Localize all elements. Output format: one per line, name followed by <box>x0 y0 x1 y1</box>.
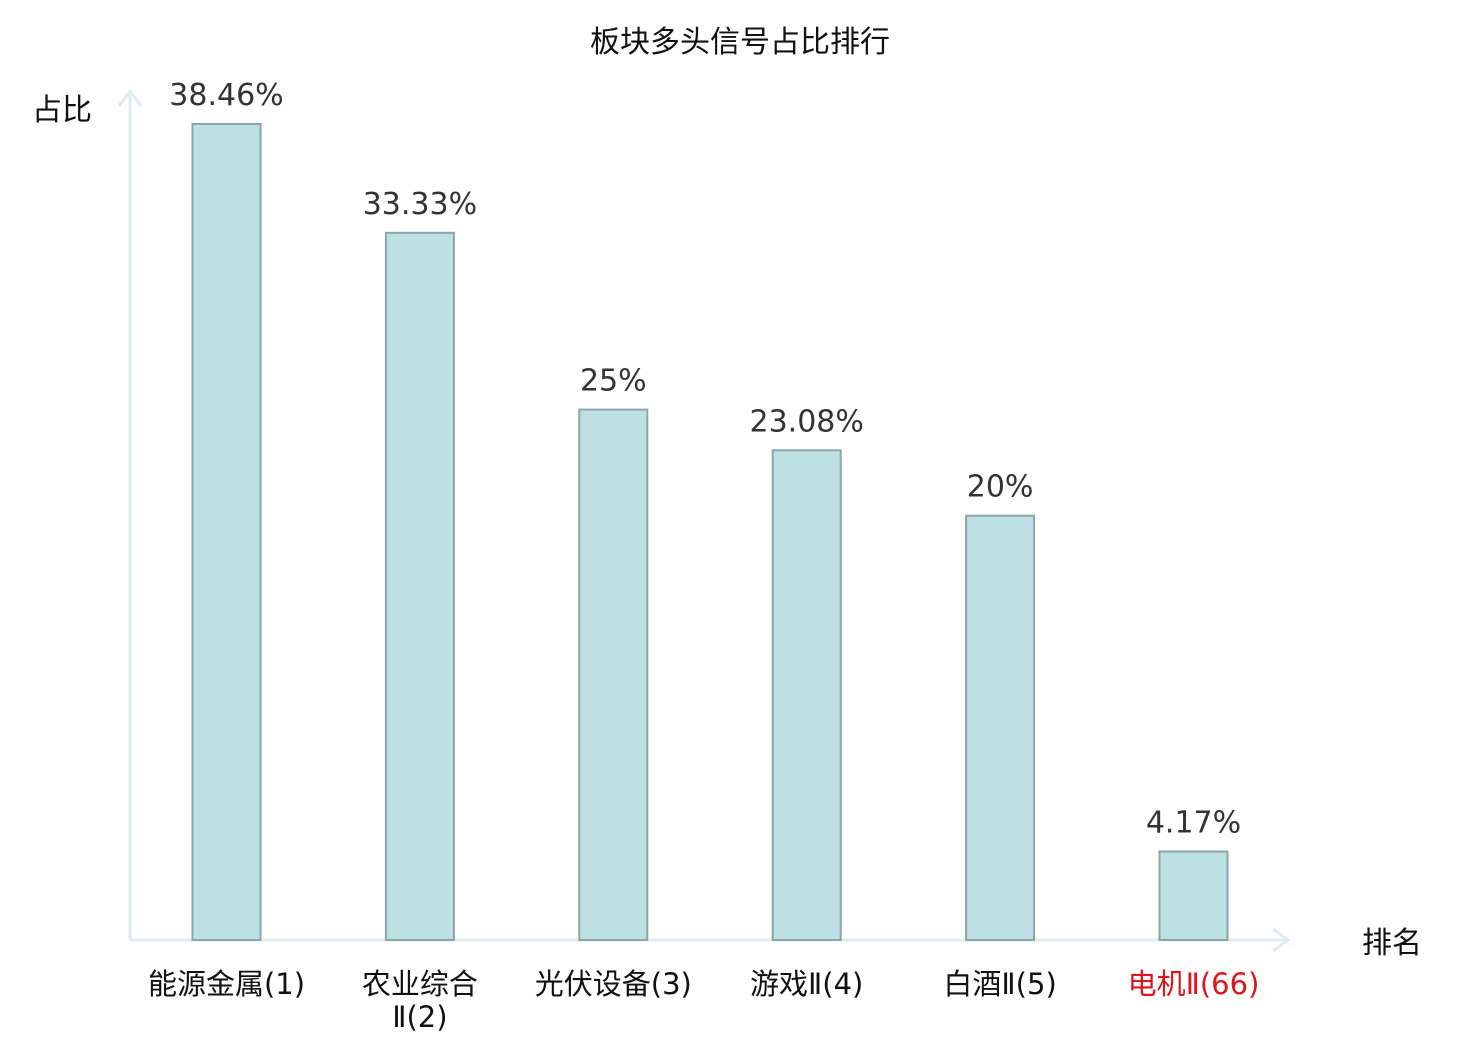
y-axis-arrowhead <box>117 88 143 107</box>
value-label-1: 38.46% <box>169 78 283 113</box>
category-label-6: 电机Ⅱ(66) <box>1128 967 1260 1001</box>
x-axis-arrowhead <box>1272 927 1291 953</box>
axes <box>117 88 1291 953</box>
value-labels-group: 38.46% 33.33% 25% 23.08% 20% 4.17% <box>169 78 1241 841</box>
bar-5 <box>965 514 1036 941</box>
bar-2 <box>384 231 455 942</box>
y-axis-label: 占比 <box>32 93 92 128</box>
value-label-5: 20% <box>967 470 1034 505</box>
bar-1 <box>191 123 262 941</box>
category-label-2-line-2: Ⅱ(2) <box>392 1000 447 1034</box>
category-label-2: 农业综合 <box>362 967 478 1001</box>
category-label-4: 游戏Ⅱ(4) <box>750 967 863 1001</box>
value-label-6: 4.17% <box>1146 806 1241 841</box>
value-label-4: 23.08% <box>750 404 864 439</box>
bars-group <box>191 123 1229 942</box>
category-label-5: 白酒Ⅱ(5) <box>943 967 1056 1001</box>
chart-title: 板块多头信号占比排行 <box>590 25 890 60</box>
category-label-3: 光伏设备(3) <box>535 967 692 1001</box>
category-label-1: 能源金属(1) <box>148 967 305 1001</box>
value-label-3: 25% <box>580 364 647 399</box>
x-axis-label: 排名 <box>1362 926 1422 961</box>
bar-6 <box>1158 850 1229 941</box>
bar-4 <box>771 449 842 941</box>
value-label-2: 33.33% <box>363 187 477 222</box>
bar-3 <box>578 408 649 942</box>
